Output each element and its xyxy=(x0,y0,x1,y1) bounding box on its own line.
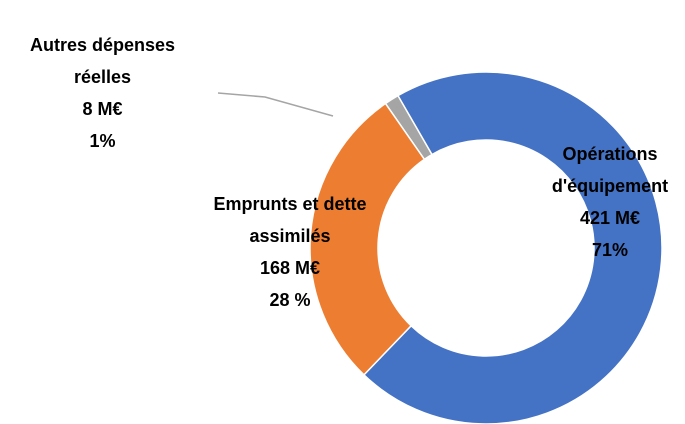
donut-slice xyxy=(309,102,426,376)
percent-label: 28 % xyxy=(269,290,311,310)
slice-label: Autres dépenses réelles 8 M€ 1% xyxy=(0,29,205,157)
slice-label: Opérations d'équipement 421 M€ 71% xyxy=(530,138,685,266)
category-name: Autres dépenses réelles xyxy=(29,35,176,87)
donut-slice xyxy=(362,71,663,424)
category-name: Emprunts et dette assimilés xyxy=(213,194,367,246)
value-label: 421 M€ xyxy=(579,208,641,228)
slice-label: Emprunts et dette assimilés 168 M€ 28 % xyxy=(205,188,375,316)
value-label: 168 M€ xyxy=(259,258,321,278)
category-name: Opérations d'équipement xyxy=(551,144,669,196)
percent-label: 1% xyxy=(89,131,116,151)
percent-label: 71% xyxy=(591,240,629,260)
value-label: 8 M€ xyxy=(82,99,123,119)
leader-line xyxy=(217,92,334,117)
